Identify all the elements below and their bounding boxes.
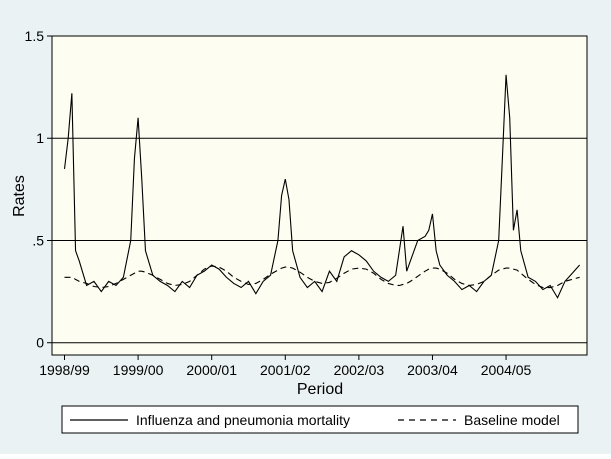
y-tick-label: 0 xyxy=(36,335,44,351)
y-tick-label: 1.5 xyxy=(25,28,45,44)
legend-label: Baseline model xyxy=(464,412,560,428)
series-line xyxy=(63,74,581,299)
x-tick-label: 2000/01 xyxy=(186,362,237,378)
y-axis-title: Rates xyxy=(11,175,28,217)
plot-area xyxy=(51,35,588,356)
y-tick-label: 1 xyxy=(36,130,44,146)
x-tick-label: 1998/99 xyxy=(39,362,90,378)
series-line xyxy=(64,265,580,289)
x-tick-label: 2003/04 xyxy=(407,362,458,378)
legend-box xyxy=(61,405,579,434)
x-axis-title: Period xyxy=(297,381,343,398)
y-tick-label: .5 xyxy=(32,232,44,248)
x-tick-label: 2001/02 xyxy=(260,362,311,378)
x-tick-label: 1999/00 xyxy=(113,362,164,378)
x-tick-label: 2002/03 xyxy=(334,362,385,378)
legend-label: Influenza and pneumonia mortality xyxy=(136,412,350,428)
x-tick-label: 2004/05 xyxy=(481,362,532,378)
